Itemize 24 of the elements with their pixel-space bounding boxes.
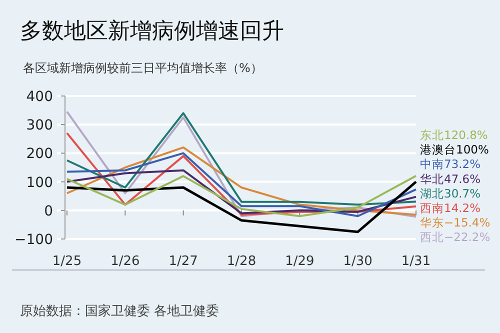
chart-title: 多数地区新增病例增速回升 <box>20 19 284 44</box>
series-label: 湖北30.7% <box>420 186 481 200</box>
y-tick-label: 100 <box>26 174 53 191</box>
x-tick-label: 1/31 <box>401 254 431 269</box>
text: 东北120.8% <box>420 128 488 142</box>
y-tick-label: 0 <box>44 203 53 220</box>
series-label: 华北47.6% <box>420 172 481 186</box>
x-tick-label: 1/27 <box>168 254 198 269</box>
text: 原始数据：国家卫健委 各地卫健委 <box>20 303 220 319</box>
x-tick-label: 1/28 <box>226 254 256 269</box>
x-tick-label: 1/25 <box>52 254 82 269</box>
text: 港澳台100% <box>420 142 489 157</box>
series-label: 华东−15.4% <box>420 216 490 230</box>
y-tick-label: −100 <box>14 232 53 248</box>
x-tick-label: 1/30 <box>343 254 372 269</box>
series-label: 西南14.2% <box>420 201 481 215</box>
x-tick-label: 1/26 <box>110 254 140 269</box>
series-label: 西北−22.2% <box>420 230 490 244</box>
chart-subtitle: 各区域新增病例较前三日平均值增长率（%） <box>23 61 262 75</box>
series-label: 中南73.2% <box>420 157 481 172</box>
x-tick-label: 1/29 <box>285 254 314 269</box>
y-tick-label: 400 <box>26 89 53 105</box>
y-tick-label: 200 <box>26 146 53 162</box>
y-tick-label: 300 <box>26 118 53 134</box>
